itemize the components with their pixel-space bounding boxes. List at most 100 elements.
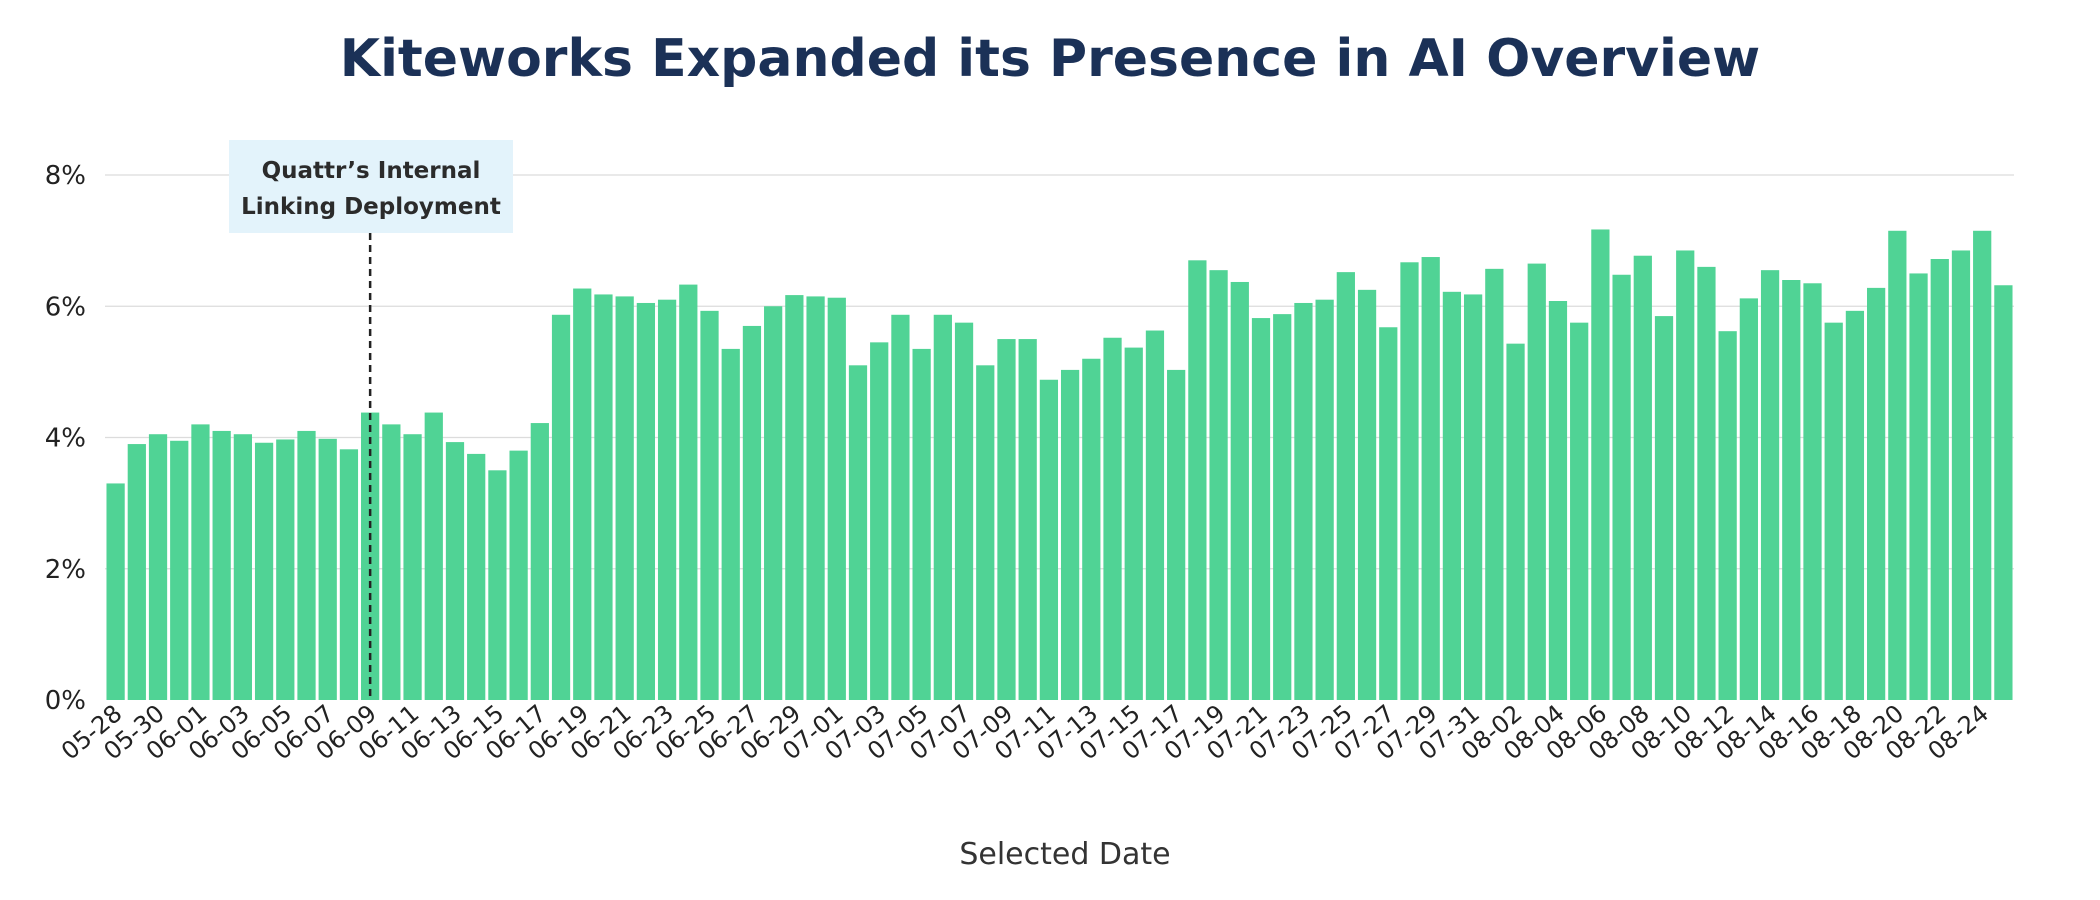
bar — [848, 365, 868, 700]
bar — [467, 453, 486, 700]
bar — [785, 295, 804, 700]
bar — [742, 325, 762, 700]
bar — [1824, 322, 1843, 700]
annotation: Quattr’s Internal Linking Deployment — [229, 140, 513, 700]
bar — [488, 470, 507, 700]
bar — [1697, 266, 1716, 700]
bar — [891, 314, 910, 700]
bar — [339, 449, 359, 700]
bar — [594, 294, 613, 700]
bar — [1591, 229, 1610, 700]
bar — [933, 314, 952, 700]
bar — [976, 365, 995, 700]
bar — [361, 412, 380, 700]
bar — [233, 434, 252, 700]
bar — [148, 434, 168, 700]
bar — [1082, 358, 1101, 700]
bar — [127, 444, 146, 700]
bar — [615, 296, 634, 700]
bar — [254, 442, 274, 700]
bar — [806, 296, 825, 700]
bar — [700, 310, 719, 700]
annotation-label-line1: Quattr’s Internal — [262, 158, 481, 184]
bar — [1273, 314, 1292, 700]
y-tick-label: 8% — [45, 161, 86, 191]
bar — [1145, 330, 1165, 700]
bar — [997, 339, 1016, 700]
bar — [1676, 250, 1695, 700]
bar — [1867, 287, 1886, 700]
bar — [318, 438, 337, 700]
bar — [1336, 272, 1355, 700]
bar — [1251, 318, 1271, 700]
bar — [764, 306, 783, 700]
bar — [382, 424, 401, 700]
bar — [1803, 283, 1822, 700]
bars — [106, 229, 2013, 700]
bar — [297, 430, 316, 700]
bar — [1909, 273, 1928, 700]
bar — [276, 439, 295, 700]
bar — [1230, 281, 1249, 700]
bar — [424, 412, 443, 700]
bar — [1994, 285, 2013, 700]
bar — [106, 483, 125, 700]
bar — [1718, 331, 1737, 700]
bar — [509, 450, 528, 700]
bar — [1612, 274, 1631, 700]
chart-title: Kiteworks Expanded its Presence in AI Ov… — [340, 29, 1760, 89]
bar — [1442, 291, 1462, 700]
bar — [1548, 301, 1568, 700]
bar — [445, 442, 465, 700]
bar — [1060, 369, 1080, 700]
bar — [1167, 369, 1186, 700]
bar — [551, 314, 571, 700]
bar — [170, 440, 189, 700]
bar — [1188, 260, 1207, 700]
bar — [1782, 280, 1801, 700]
bar — [1973, 230, 1992, 700]
x-axis-title: Selected Date — [959, 837, 1170, 872]
bar — [573, 288, 592, 700]
bar — [1379, 327, 1398, 700]
bar — [1103, 337, 1122, 700]
bar — [954, 322, 974, 700]
y-tick-label: 6% — [45, 292, 86, 322]
bar — [679, 284, 698, 700]
bar — [636, 302, 656, 700]
bar — [1124, 347, 1143, 700]
bar — [1888, 230, 1907, 700]
annotation-box — [229, 140, 513, 233]
y-tick-label: 4% — [45, 424, 86, 454]
bar — [191, 424, 210, 700]
bar — [827, 297, 846, 700]
bar — [1930, 259, 1949, 700]
bar — [1400, 262, 1419, 700]
bar — [212, 430, 231, 700]
bar — [870, 342, 889, 700]
bar — [721, 348, 740, 700]
bar — [1654, 316, 1674, 700]
bar — [912, 348, 931, 700]
bar — [530, 423, 549, 700]
y-axis-ticks: 0% 2% 4% 6% 8% — [45, 161, 86, 716]
bar — [1760, 270, 1780, 700]
bar — [1633, 255, 1652, 700]
y-tick-label: 0% — [45, 686, 86, 716]
bar — [1294, 302, 1313, 700]
bar — [1506, 343, 1525, 700]
bar — [1463, 294, 1483, 700]
bar — [1845, 310, 1865, 700]
bar — [1209, 270, 1228, 700]
bar — [1739, 298, 1758, 700]
bar — [403, 434, 422, 700]
bar — [1421, 257, 1440, 700]
annotation-label-line2: Linking Deployment — [241, 194, 501, 220]
bar — [1570, 322, 1589, 700]
bar — [1951, 250, 1971, 700]
bar — [1039, 379, 1059, 700]
bar — [1315, 299, 1334, 700]
bar — [1357, 289, 1377, 700]
x-axis-ticks: 05-2805-3006-0106-0306-0506-0706-0906-11… — [56, 699, 1994, 765]
